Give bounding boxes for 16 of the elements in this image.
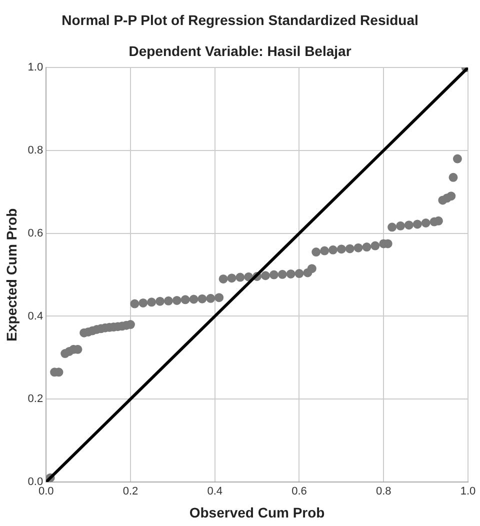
x-tick-label: 1.0 xyxy=(460,486,476,498)
x-tick-label: 0.8 xyxy=(376,486,392,498)
y-axis-title: Expected Cum Prob xyxy=(3,208,20,342)
chart-title: Normal P-P Plot of Regression Standardized Residual xyxy=(60,12,420,28)
y-tick-label: 0.4 xyxy=(28,310,44,322)
chart-subtitle: Dependent Variable: Hasil Belajar xyxy=(128,43,352,59)
y-tick-label: 0.6 xyxy=(28,227,44,240)
y-tick-label: 1.0 xyxy=(28,62,44,74)
y-tick-label: 0.2 xyxy=(28,393,44,406)
y-tick-label: 0.0 xyxy=(28,476,44,488)
x-axis-title: Observed Cum Prob xyxy=(189,504,325,520)
x-tick-label: 0.4 xyxy=(207,486,223,498)
x-tick-label: 0.2 xyxy=(122,486,138,498)
x-tick-label: 0.0 xyxy=(38,486,54,498)
y-tick-label: 0.8 xyxy=(28,144,44,157)
x-tick-label: 0.6 xyxy=(292,486,307,498)
